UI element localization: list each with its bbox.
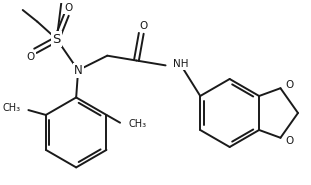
Text: O: O bbox=[139, 21, 147, 31]
Text: O: O bbox=[285, 80, 294, 90]
Text: O: O bbox=[26, 52, 35, 62]
Text: CH₃: CH₃ bbox=[2, 103, 21, 113]
Text: S: S bbox=[53, 33, 61, 46]
Text: O: O bbox=[285, 136, 294, 146]
Text: O: O bbox=[64, 3, 72, 13]
Text: NH: NH bbox=[173, 59, 189, 69]
Text: N: N bbox=[74, 64, 82, 77]
Text: CH₃: CH₃ bbox=[129, 119, 147, 129]
